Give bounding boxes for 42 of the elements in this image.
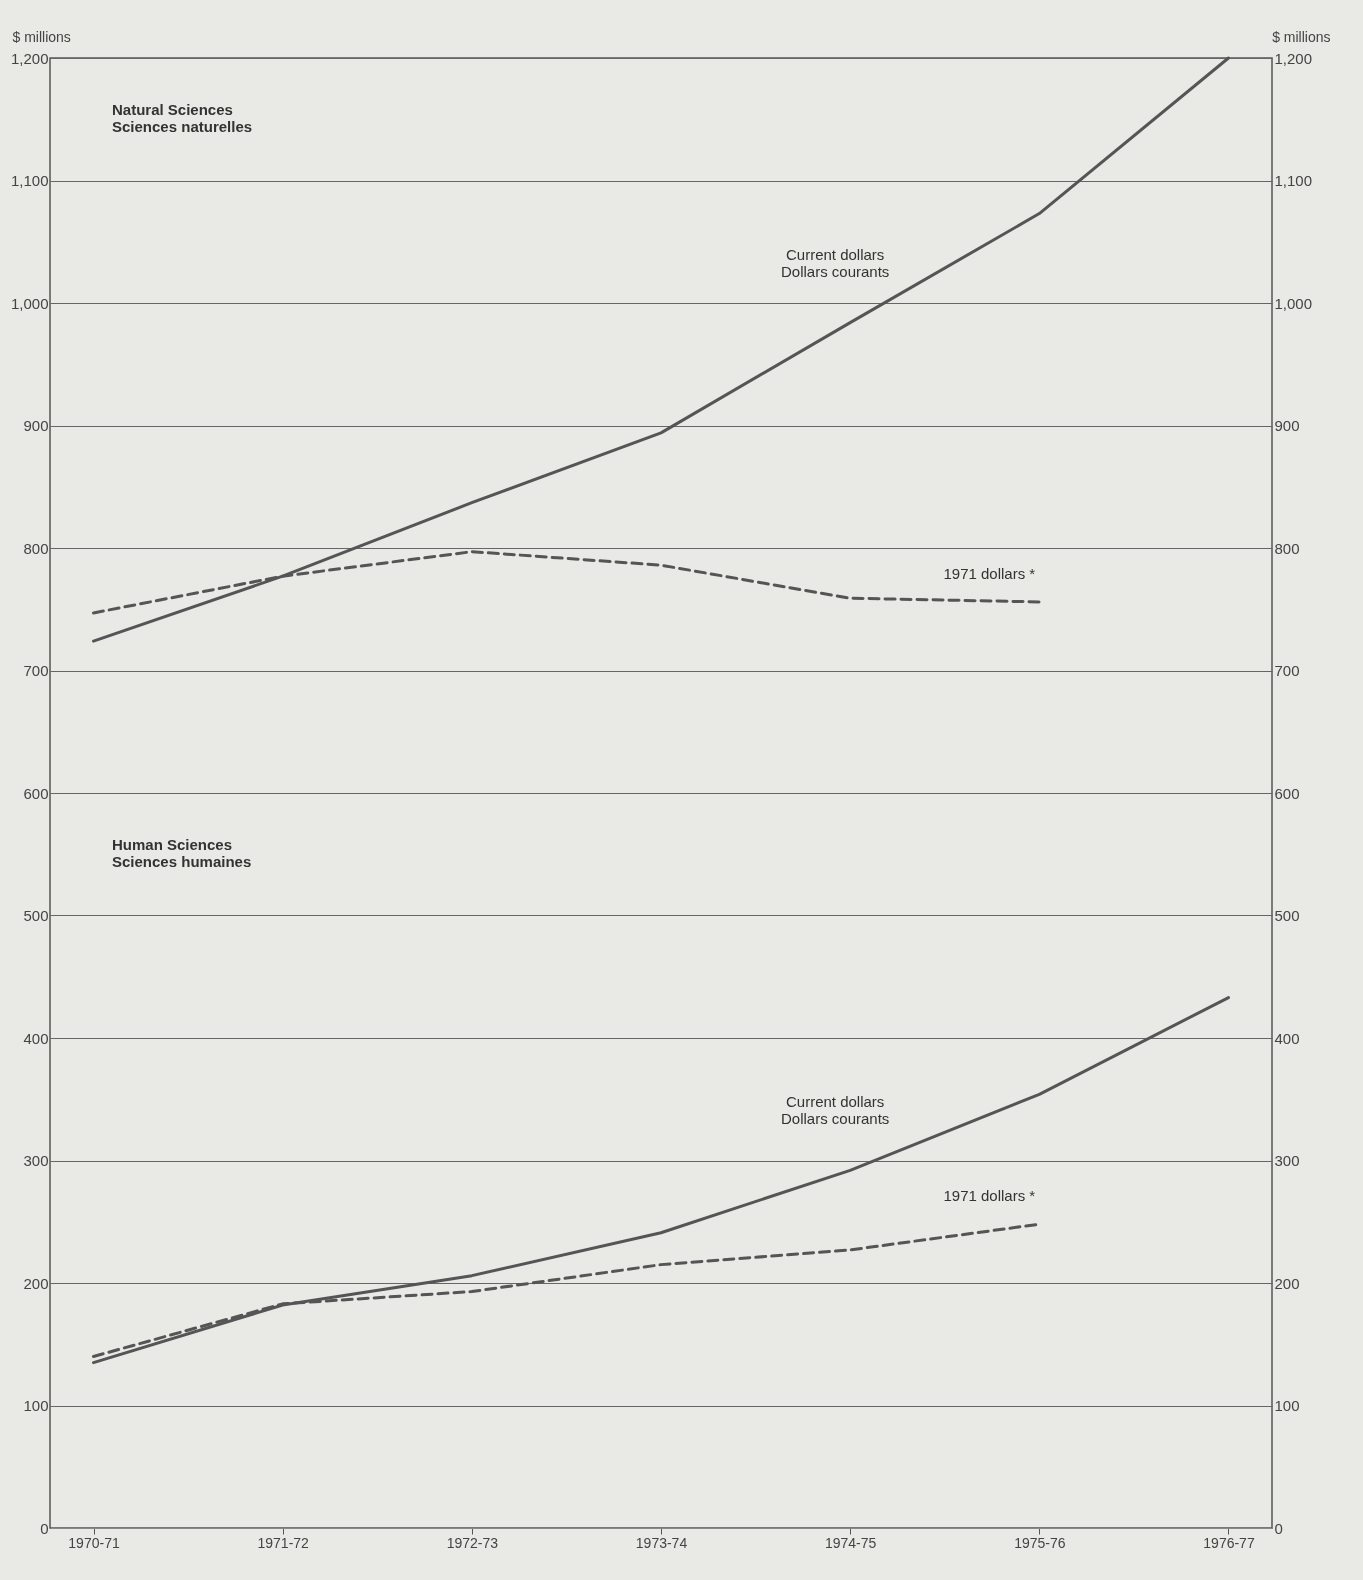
x-tick-label: 1971-72 [257, 1534, 310, 1551]
y2-tick-label: 100 [1274, 1397, 1300, 1414]
y2-tick-label: 1,100 [1274, 172, 1313, 189]
y-tick-label: 100 [23, 1397, 49, 1414]
y-tick-label: 200 [23, 1274, 49, 1292]
y2-tick-label: 500 [1274, 907, 1300, 924]
y-tick-label: 1,200 [10, 49, 49, 67]
series-label: Current dollars Dollars courants [780, 1093, 890, 1128]
y-tick-label: 800 [23, 539, 49, 557]
y-tick-label: 400 [23, 1029, 49, 1047]
x-tick-label: 1973-74 [635, 1534, 688, 1551]
y2-tick-label: 900 [1274, 417, 1300, 434]
y2-tick-label: 0 [1274, 1519, 1283, 1537]
y2-tick-label: 200 [1274, 1274, 1300, 1292]
y-tick-label: 700 [23, 662, 49, 679]
y-tick-label: 300 [23, 1152, 49, 1169]
series-label: 1971 dollars * [943, 564, 1036, 582]
x-tick-label: 1970-71 [68, 1534, 120, 1551]
y2-tick-label: 400 [1274, 1029, 1300, 1047]
y2-tick-label: 600 [1274, 784, 1300, 802]
annotation: Natural Sciences Sciences naturelles [112, 101, 253, 135]
y-tick-label: 0 [40, 1519, 49, 1537]
series-label: Current dollars Dollars courants [780, 245, 890, 280]
line-series [92, 996, 1230, 1365]
x-tick-label: 1972-73 [446, 1534, 499, 1551]
x-tick-label: 1975-76 [1014, 1534, 1066, 1551]
x-tick-label: 1974-75 [824, 1534, 877, 1551]
y2-tick-label: 1,200 [1274, 49, 1313, 67]
y2-axis-title: $ millions [1272, 28, 1331, 45]
annotation: Human Sciences Sciences humaines [112, 836, 252, 870]
series-label: 1971 dollars * [943, 1187, 1036, 1205]
y2-tick-label: 700 [1274, 662, 1300, 679]
y2-tick-label: 1,000 [1274, 294, 1313, 312]
y2-tick-label: 800 [1274, 539, 1300, 557]
y-tick-label: 1,000 [10, 294, 49, 312]
y-tick-label: 500 [23, 907, 49, 924]
y-axis-title: $ millions [12, 28, 71, 45]
y-tick-label: 1,100 [10, 172, 49, 189]
x-tick-label: 1976-77 [1203, 1534, 1255, 1551]
y-tick-label: 900 [23, 417, 49, 434]
y-tick-label: 600 [23, 784, 49, 802]
y2-tick-label: 300 [1274, 1152, 1300, 1169]
